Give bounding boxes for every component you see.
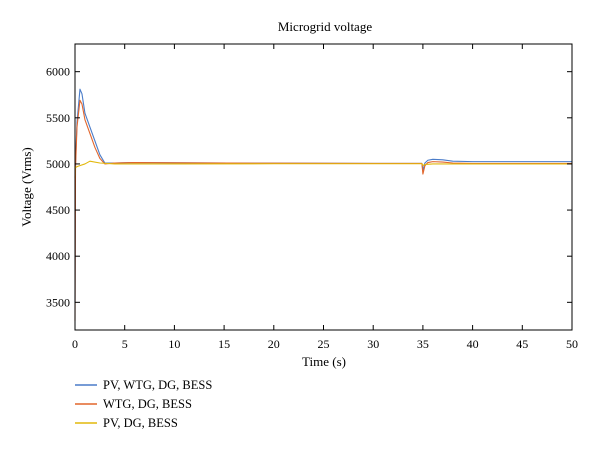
legend-label: PV, WTG, DG, BESS: [103, 378, 212, 392]
y-tick-label: 5000: [46, 157, 70, 171]
x-tick-label: 0: [72, 337, 78, 351]
y-tick-label: 4500: [46, 203, 70, 217]
plot-frame: [74, 43, 573, 331]
x-tick-label: 20: [268, 337, 280, 351]
y-axis: 3500 4000 4500 5000 5500 6000: [46, 65, 572, 309]
legend-item-3: PV, DG, BESS: [75, 416, 178, 430]
legend-label: PV, DG, BESS: [103, 416, 178, 430]
x-tick-label: 30: [367, 337, 379, 351]
legend-item-1: PV, WTG, DG, BESS: [75, 378, 212, 392]
chart-title: Microgrid voltage: [278, 19, 372, 34]
series-line-3: [74, 160, 572, 178]
y-tick-label: 5500: [46, 111, 70, 125]
legend-item-2: WTG, DG, BESS: [75, 397, 192, 411]
y-tick-label: 4000: [46, 249, 70, 263]
x-tick-label: 50: [566, 337, 578, 351]
x-tick-label: 35: [417, 337, 429, 351]
x-tick-label: 25: [318, 337, 330, 351]
series-line-2: [74, 99, 572, 321]
x-tick-label: 5: [122, 337, 128, 351]
x-tick-label: 40: [467, 337, 479, 351]
x-tick-label: 45: [516, 337, 528, 351]
series-layer: [74, 88, 572, 321]
y-axis-title: Voltage (Vrms): [19, 147, 34, 227]
x-tick-label: 15: [218, 337, 230, 351]
x-tick-label: 10: [168, 337, 180, 351]
series-line-1: [74, 88, 572, 303]
y-tick-label: 6000: [46, 65, 70, 79]
legend-label: WTG, DG, BESS: [103, 397, 192, 411]
y-tick-label: 3500: [46, 295, 70, 309]
x-axis: 0 5 10 15 20 25 30 35 40 45 50: [72, 44, 578, 351]
legend: PV, WTG, DG, BESS WTG, DG, BESS PV, DG, BE…: [75, 378, 212, 430]
x-axis-title: Time (s): [302, 354, 346, 369]
